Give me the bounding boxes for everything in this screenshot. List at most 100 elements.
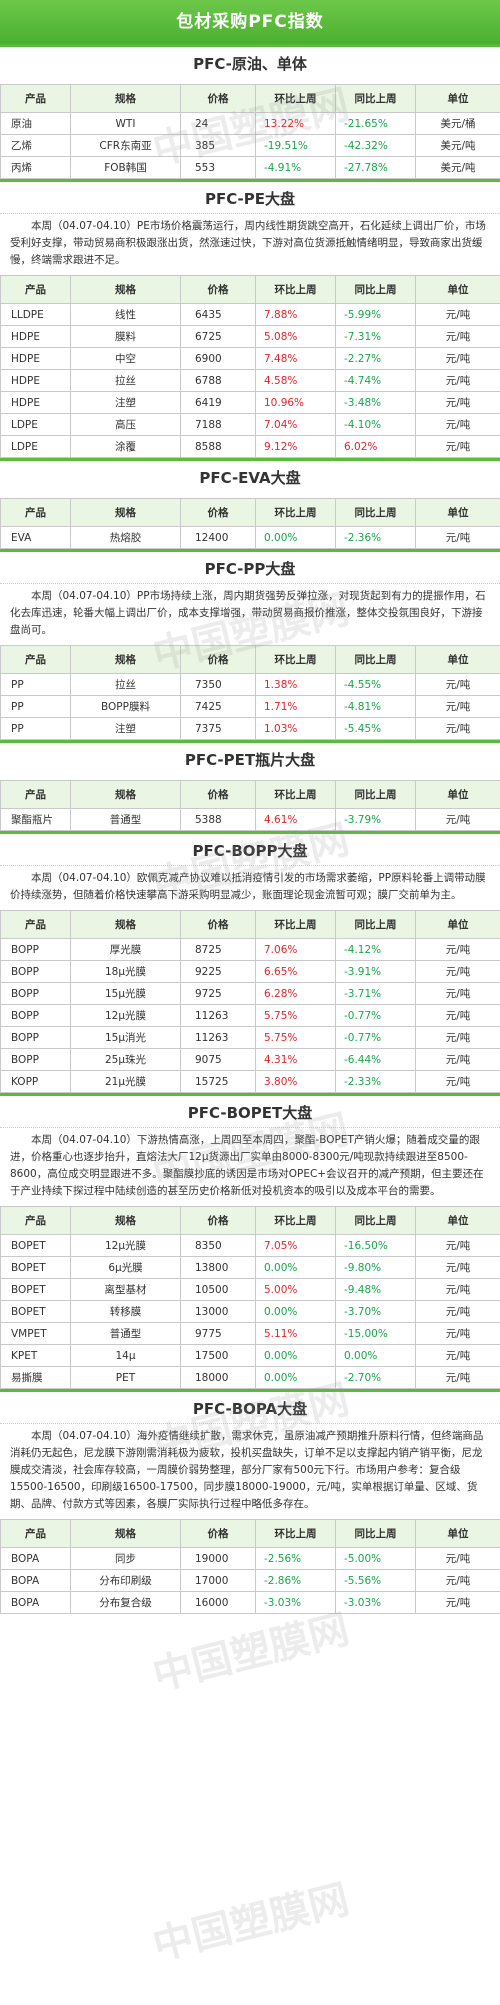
column-header: 规格 [70, 645, 181, 674]
column-header: 产品 [0, 1206, 71, 1235]
table-cell: BOPP [0, 1048, 71, 1071]
table-cell: BOPP膜料 [70, 695, 181, 718]
table-cell: 美元/桶 [415, 112, 500, 135]
table-cell: 17000 [180, 1569, 256, 1592]
table-cell: 高压 [70, 413, 181, 436]
table-cell: 18μ光膜 [70, 960, 181, 983]
table-cell: HDPE [0, 369, 71, 392]
table-cell: 9775 [180, 1322, 256, 1345]
column-header: 环比上周 [255, 910, 336, 939]
table-cell: 元/吨 [415, 673, 500, 696]
table-cell: 1.38% [255, 673, 336, 696]
table-cell: 12400 [180, 526, 256, 549]
table-row: VMPET 普通型 9775 5.11% -15.00% 元/吨 [0, 1322, 500, 1345]
table-cell: KOPP [0, 1070, 71, 1093]
section-description: 本周（04.07-04.10）欧佩克减产协议难以抵消疫情引发的市场需求萎缩，PP… [0, 865, 500, 910]
column-header: 规格 [70, 498, 181, 527]
table-cell: PP [0, 673, 71, 696]
table-cell: 1.03% [255, 717, 336, 740]
table-cell: 元/吨 [415, 1256, 500, 1279]
table-cell: 13800 [180, 1256, 256, 1279]
table-cell: -2.86% [255, 1569, 336, 1592]
table-cell: -21.65% [335, 112, 416, 135]
column-header: 规格 [70, 1206, 181, 1235]
watermark: 中国塑膜网 [148, 1876, 354, 1970]
table-row: HDPE 膜料 6725 5.08% -7.31% 元/吨 [0, 325, 500, 348]
table-cell: 原油 [0, 112, 71, 135]
table-cell: -5.99% [335, 303, 416, 326]
table-cell: 18000 [180, 1366, 256, 1389]
table-cell: 元/吨 [415, 1569, 500, 1592]
column-header: 产品 [0, 780, 71, 809]
column-header: 环比上周 [255, 1519, 336, 1548]
table-cell: -2.33% [335, 1070, 416, 1093]
table-cell: BOPA [0, 1569, 71, 1592]
column-header: 同比上周 [335, 910, 416, 939]
table-cell: 21μ光膜 [70, 1070, 181, 1093]
table-header-row: 产品 规格 价格 环比上周 同比上周 单位 [0, 780, 500, 809]
column-header: 同比上周 [335, 275, 416, 304]
table-cell: 元/吨 [415, 1234, 500, 1257]
table-cell: 9225 [180, 960, 256, 983]
column-header: 单位 [415, 1206, 500, 1235]
table-cell: 元/吨 [415, 1048, 500, 1071]
table-cell: 6900 [180, 347, 256, 370]
table-cell: -4.81% [335, 695, 416, 718]
table-cell: 9075 [180, 1048, 256, 1071]
table-cell: -15.00% [335, 1322, 416, 1345]
column-header: 价格 [180, 780, 256, 809]
column-header: 单位 [415, 275, 500, 304]
table-header-row: 产品 规格 价格 环比上周 同比上周 单位 [0, 498, 500, 527]
table-cell: 元/吨 [415, 435, 500, 458]
column-header: 规格 [70, 275, 181, 304]
column-header: 产品 [0, 498, 71, 527]
table-cell: 元/吨 [415, 303, 500, 326]
table-row: 聚酯瓶片 普通型 5388 4.61% -3.79% 元/吨 [0, 808, 500, 831]
table-cell: 7.04% [255, 413, 336, 436]
table-cell: 元/吨 [415, 695, 500, 718]
table-cell: 元/吨 [415, 1278, 500, 1301]
table-cell: 注塑 [70, 717, 181, 740]
table-row: BOPP 厚光膜 8725 7.06% -4.12% 元/吨 [0, 938, 500, 961]
table-cell: 1.71% [255, 695, 336, 718]
table-cell: 16000 [180, 1591, 256, 1614]
table-row: HDPE 注塑 6419 10.96% -3.48% 元/吨 [0, 391, 500, 414]
table-cell: WTI [70, 112, 181, 135]
table-cell: LDPE [0, 413, 71, 436]
column-header: 同比上周 [335, 84, 416, 113]
column-header: 规格 [70, 84, 181, 113]
table-cell: 0.00% [255, 1366, 336, 1389]
section-description: 本周（04.07-04.10）PP市场持续上涨，周内期货强势反弹拉涨，对现货起到… [0, 583, 500, 645]
column-header: 产品 [0, 1519, 71, 1548]
table-cell: 元/吨 [415, 1344, 500, 1367]
table-cell: -2.56% [255, 1547, 336, 1570]
table-cell: 17500 [180, 1344, 256, 1367]
table-cell: 7.48% [255, 347, 336, 370]
table-row: PP BOPP膜料 7425 1.71% -4.81% 元/吨 [0, 695, 500, 718]
table-cell: HDPE [0, 325, 71, 348]
table-cell: 10500 [180, 1278, 256, 1301]
table-cell: 美元/吨 [415, 156, 500, 179]
table-cell: 0.00% [255, 1256, 336, 1279]
table-cell: -3.03% [255, 1591, 336, 1614]
table-cell: 元/吨 [415, 960, 500, 983]
table-row: BOPP 12μ光膜 11263 5.75% -0.77% 元/吨 [0, 1004, 500, 1027]
price-table: 产品 规格 价格 环比上周 同比上周 单位 BOPA 同步 19000 -2.56% -5.00% 元… [0, 1519, 500, 1614]
section-description: 本周（04.07-04.10）下游热情高涨，上周四至本周四，聚酯-BOPET产销… [0, 1127, 500, 1206]
table-cell: PP [0, 695, 71, 718]
table-cell: -3.70% [335, 1300, 416, 1323]
table-cell: 5.08% [255, 325, 336, 348]
column-header: 价格 [180, 1519, 256, 1548]
table-cell: 15μ消光 [70, 1026, 181, 1049]
table-cell: 元/吨 [415, 1070, 500, 1093]
table-cell: 13000 [180, 1300, 256, 1323]
table-cell: -4.55% [335, 673, 416, 696]
table-cell: 0.00% [255, 1344, 336, 1367]
column-header: 同比上周 [335, 645, 416, 674]
column-header: 单位 [415, 645, 500, 674]
table-cell: HDPE [0, 391, 71, 414]
table-cell: 14μ [70, 1344, 181, 1367]
section-title: PFC-BOPA大盘 [0, 1389, 500, 1423]
table-cell: LLDPE [0, 303, 71, 326]
